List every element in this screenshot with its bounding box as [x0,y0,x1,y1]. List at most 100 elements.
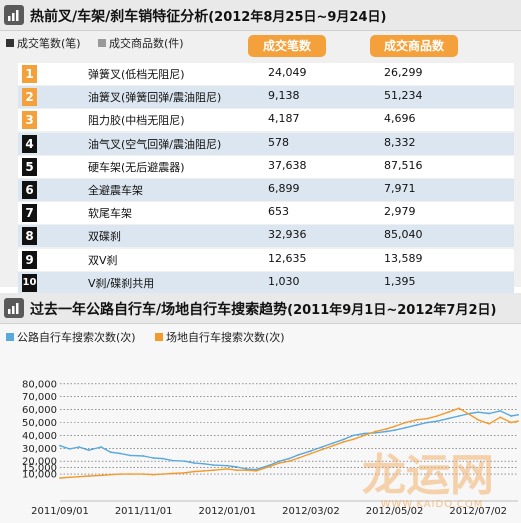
legend-swatch-gray [98,39,106,47]
deal-count: 32,936 [268,228,307,242]
sales-analysis-title-bar: 热前叉/车架/刹车销特征分析(2012年8月25日~9月24日) [0,0,521,31]
item-count: 1,395 [384,274,416,288]
sales-analysis-title: 热前叉/车架/刹车销特征分析(2012年8月25日~9月24日) [30,6,386,26]
item-count: 8,332 [384,135,416,149]
track-bike-point [152,473,155,476]
road-bike-point [321,446,323,448]
road-bike-point [310,450,312,452]
sales-analysis-title-main: 热前叉/车架/刹车销特征分析 [30,9,209,25]
bar-chart-icon [4,298,24,318]
deal-count: 12,635 [268,251,307,265]
road-bike-point [510,415,512,417]
road-bike-point [109,451,112,454]
item-count: 87,516 [384,158,423,172]
search-trend-title-main: 过去一年公路自行车/场地自行车搜索趋势 [30,302,288,318]
road-bike-point [171,459,174,462]
table-row: 6 全避震车架 6,899 7,971 [18,178,514,201]
track-bike-point [203,470,205,472]
road-bike-point [129,454,131,457]
product-name: 弹簧叉(低档无阻尼) [88,68,185,81]
road-bike-point [297,453,300,456]
road-bike-point [426,421,429,424]
product-name: 硬车架(无后避震器) [88,160,185,174]
track-bike-point [68,476,71,479]
y-tick-label: 60,000 [22,405,57,416]
track-bike-point [142,473,145,475]
item-count: 85,040 [384,228,423,242]
track-bike-point [343,440,345,443]
track-bike-point [278,462,281,464]
table-row: 4 油气叉(空气回弹/震油阻尼) 578 8,332 [18,132,514,155]
search-trend-chart: 80,000 70,000 60,000 50,000 40,000 30,000 20,0… [22,379,519,517]
track-bike-point [297,457,300,459]
road-bike-point [193,462,196,464]
rank-badge: 4 [22,134,37,153]
track-bike-point [245,469,248,472]
track-bike-point [477,419,480,421]
track-bike-point [100,474,102,477]
deal-count: 9,138 [268,89,300,103]
y-tick-label: 30,000 [22,444,57,455]
road-bike-point [236,466,238,468]
track-bike-point [363,434,366,437]
road-bike-point [78,446,81,448]
road-bike-point [161,457,164,460]
product-name: V刹/碟刹共用 [88,276,155,290]
road-bike-point [352,434,355,437]
track-bike-point [268,465,271,468]
track-bike-point [393,425,396,428]
road-bike-point [415,424,418,426]
road-bike-point [363,432,366,435]
road-bike-point [447,417,449,420]
table-row: 9 双V刹 12,635 13,589 [18,248,514,271]
road-bike-point [499,410,502,412]
legend-swatch-blue [6,333,14,341]
track-bike-point [129,473,131,475]
y-tick-label: 15,000 [22,463,57,474]
track-bike-point [499,416,502,419]
trend-legend-track-label: 场地自行车搜索次数(次) [166,331,285,344]
item-count: 2,979 [384,205,416,219]
product-name: 油簧叉(弹簧回弹/震油阻尼) [88,91,222,105]
track-bike-point [385,428,388,430]
track-bike-point [517,420,519,423]
x-tick-label: 2012/07/02 [449,506,507,517]
track-bike-point [404,421,407,424]
rank-badge: 9 [22,250,37,269]
track-bike-point [109,473,112,476]
y-tick-label: 50,000 [22,418,57,429]
road-bike-point [343,438,345,441]
deal-count: 6,899 [268,181,300,195]
item-count: 13,589 [384,251,423,265]
column-header-deals: 成交笔数 [248,35,326,57]
track-bike-point [226,468,229,470]
rank-badge: 10 [22,273,37,292]
track-bike-point [469,413,471,416]
road-bike-point [226,464,229,467]
product-name: 双V刹 [88,253,118,267]
track-bike-point [183,471,186,474]
road-bike-point [332,442,334,444]
road-bike-point [288,457,290,460]
x-tick-label: 2012/05/02 [366,506,424,517]
legend-swatch-dark [6,39,14,47]
track-bike-point [436,415,438,417]
sales-analysis-title-date: (2012年8月25日~9月24日) [208,10,387,25]
track-bike-point [352,438,355,441]
road-bike-point [87,449,90,452]
product-name: 阻力胶(中档无阻尼) [88,114,185,128]
sales-legend-deals: 成交笔数(笔) [6,35,81,51]
deal-count: 4,187 [268,112,300,126]
trend-legend-track: 场地自行车搜索次数(次) [155,329,285,345]
road-bike-point [203,462,205,465]
road-bike-point [68,448,71,450]
item-count: 26,299 [384,66,423,79]
track-bike-point [212,469,215,472]
table-row: 2 油簧叉(弹簧回弹/震油阻尼) 9,138 51,234 [18,86,514,109]
sales-legend-items: 成交商品数(件) [98,35,184,51]
track-bike-point [426,417,429,420]
track-bike-point [193,470,196,473]
x-tick-label: 2011/11/01 [115,506,173,517]
road-bike-point [385,430,388,433]
table-row: 1 弹簧叉(低档无阻尼) 24,049 26,299 [18,63,514,85]
